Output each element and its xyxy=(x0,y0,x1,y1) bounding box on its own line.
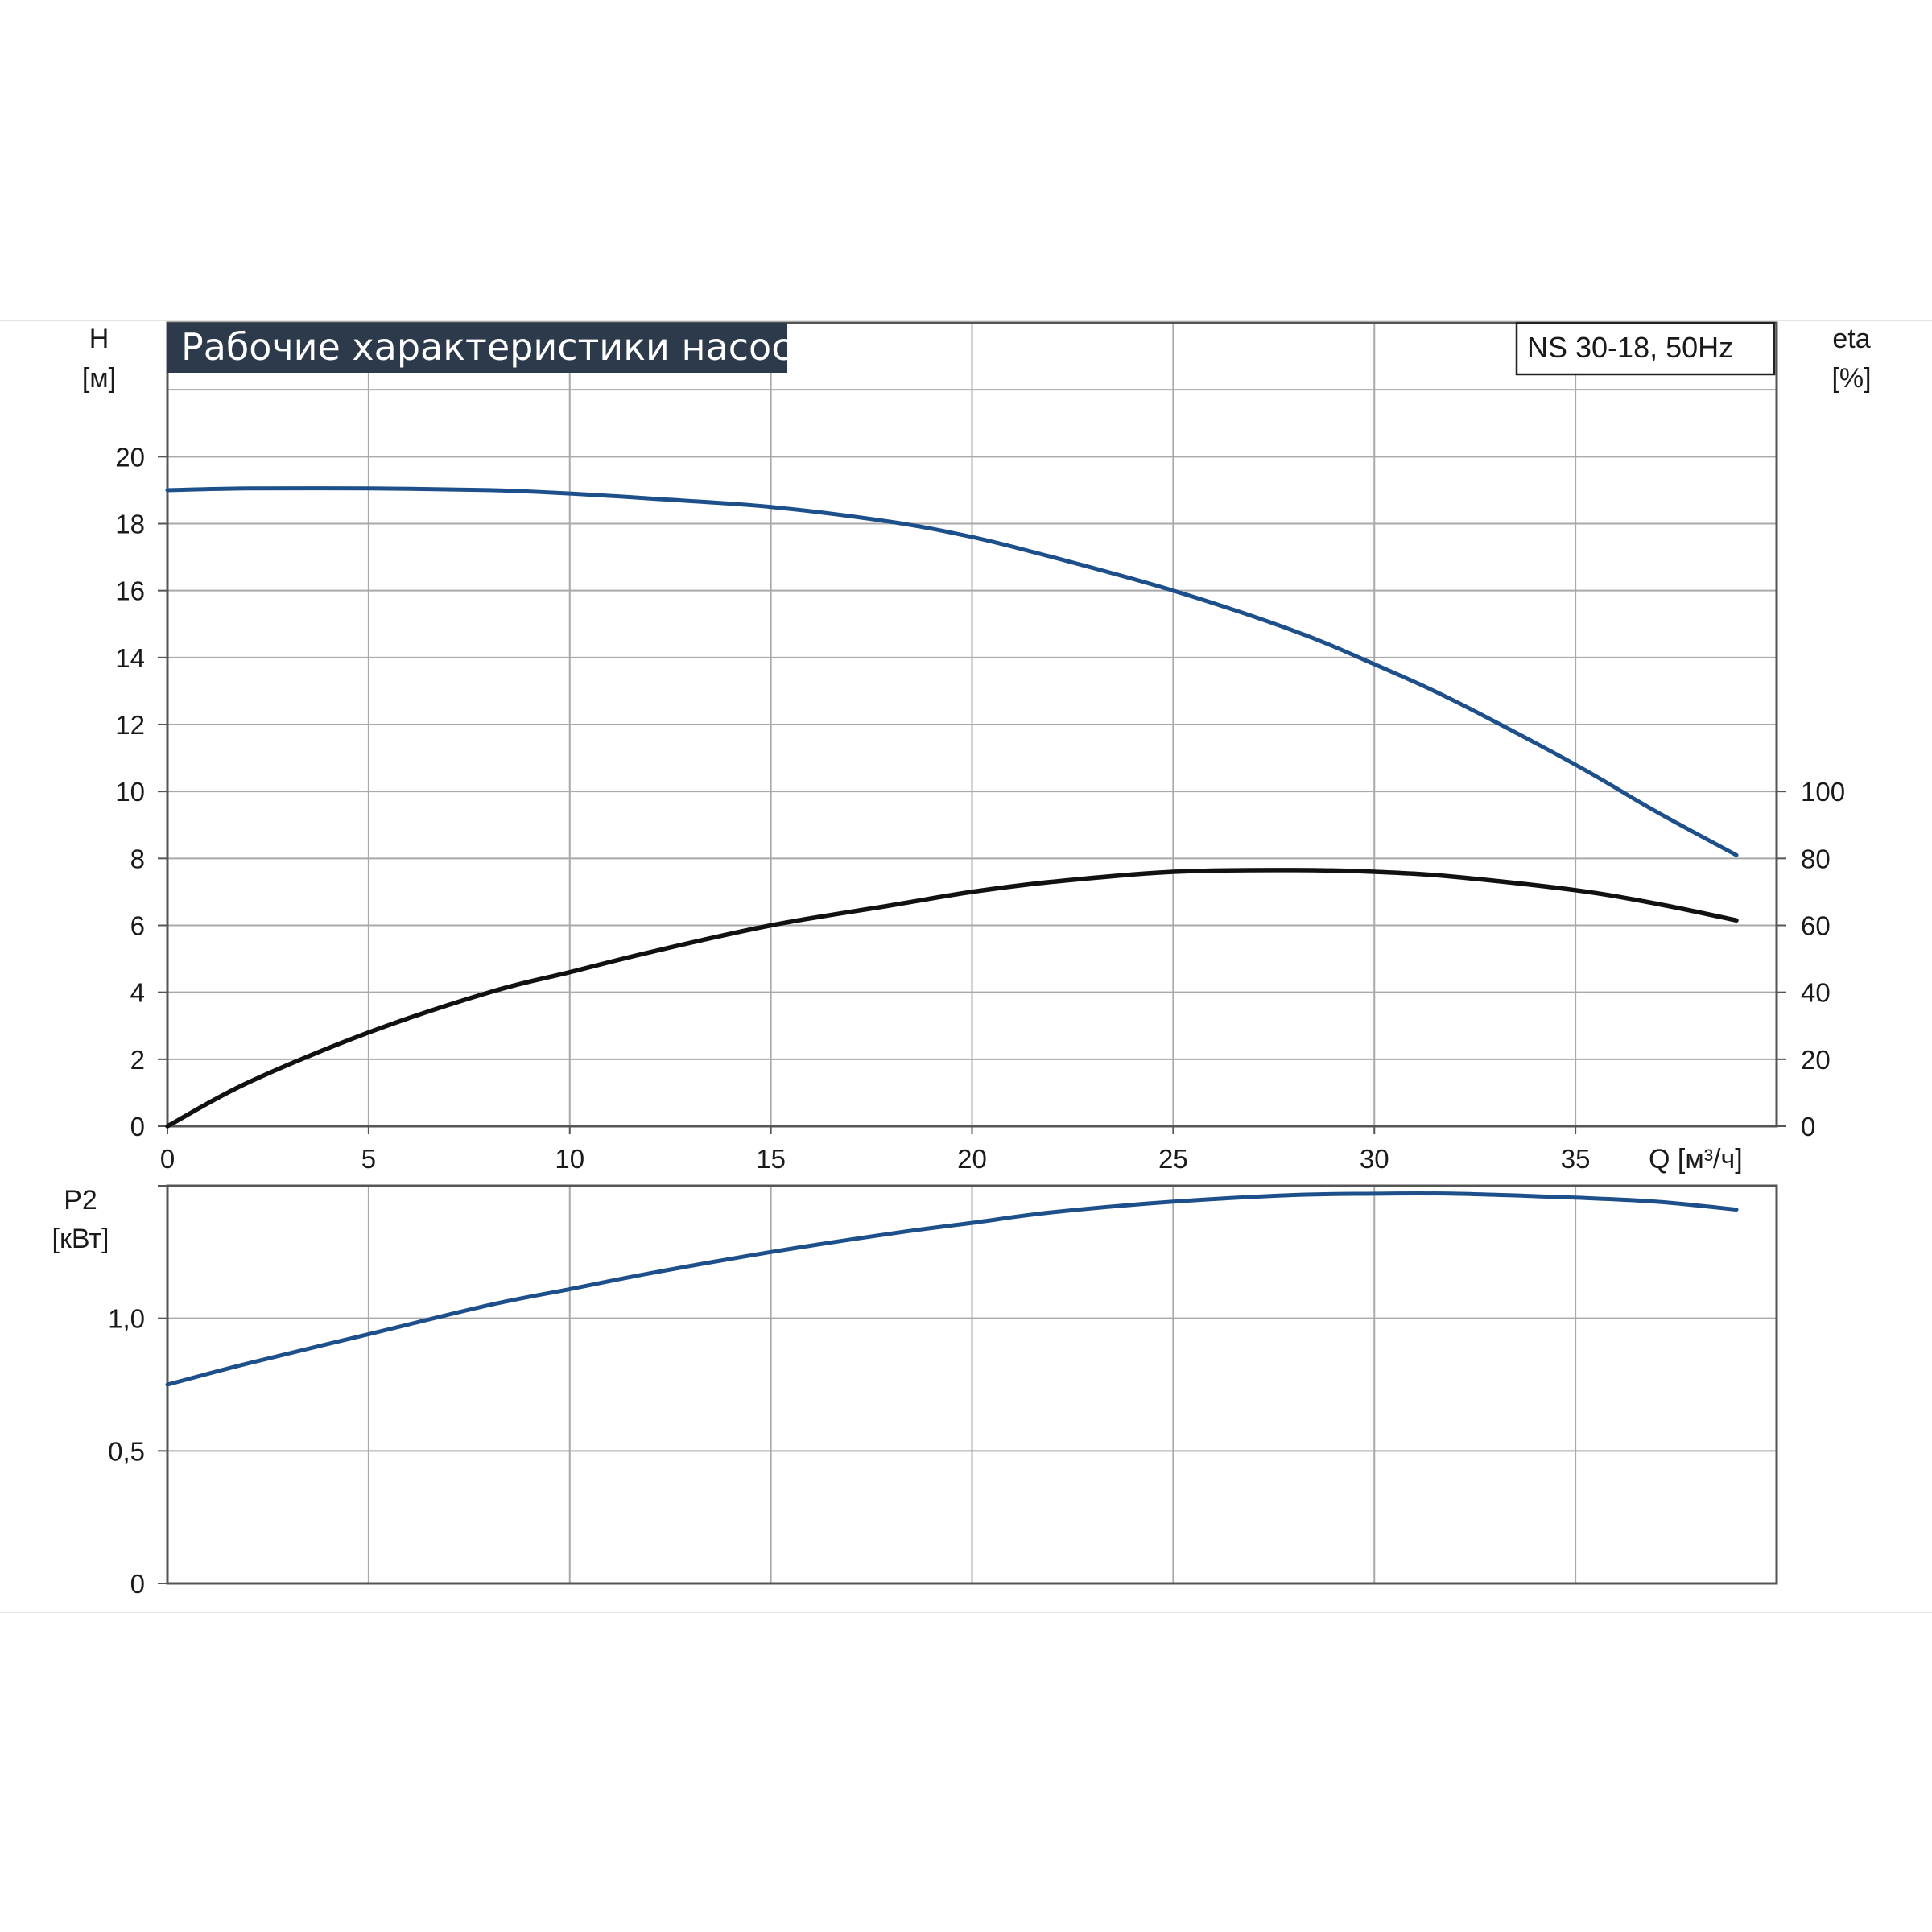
head-tick-label: 18 xyxy=(115,510,145,539)
flow-axis-label: Q [м³/ч] xyxy=(1649,1144,1743,1174)
head-tick-label: 0 xyxy=(130,1112,145,1141)
head-plot-ticks: 0 5 10 15 20 25 30 35 0 2 4 6 8 10 12 14 16 18 20 0 20 40 60 80… xyxy=(115,442,1845,1174)
efficiency-curve xyxy=(165,868,1739,1129)
curves xyxy=(165,486,1739,1387)
efficiency-tick-label: 20 xyxy=(1801,1045,1831,1075)
head-plot-grid xyxy=(167,322,1777,1126)
head-tick-label: 6 xyxy=(130,911,145,941)
x-tick-label: 0 xyxy=(160,1144,175,1174)
efficiency-tick-label: 40 xyxy=(1801,978,1831,1008)
head-axis-unit: [м] xyxy=(82,363,116,394)
chart-title: Рабочие характеристики насоса xyxy=(181,325,815,369)
model-label: NS 30-18, 50Hz xyxy=(1527,331,1733,364)
x-tick-label: 30 xyxy=(1360,1144,1389,1174)
head-tick-label: 16 xyxy=(115,576,145,606)
head-axis-label: H xyxy=(89,324,109,354)
power-axis-unit: [кВт] xyxy=(52,1224,109,1254)
head-tick-label: 8 xyxy=(130,844,145,873)
efficiency-tick-label: 60 xyxy=(1801,911,1831,941)
head-tick-label: 12 xyxy=(115,710,145,740)
head-curve xyxy=(165,486,1739,857)
efficiency-tick-label: 80 xyxy=(1801,844,1831,873)
power-tick-label: 0,5 xyxy=(108,1436,145,1466)
x-tick-label: 5 xyxy=(361,1144,376,1174)
x-tick-label: 20 xyxy=(957,1144,987,1174)
efficiency-tick-label: 0 xyxy=(1801,1112,1815,1141)
head-tick-label: 14 xyxy=(115,643,145,673)
head-tick-label: 10 xyxy=(115,777,145,807)
efficiency-axis-unit: [%] xyxy=(1831,363,1871,394)
x-tick-label: 15 xyxy=(756,1144,786,1174)
head-tick-label: 2 xyxy=(130,1045,145,1075)
power-tick-label: 0 xyxy=(130,1569,145,1599)
x-tick-label: 35 xyxy=(1561,1144,1591,1174)
model-box xyxy=(1515,321,1776,376)
head-tick-label: 20 xyxy=(115,442,145,472)
power-curve xyxy=(165,1191,1739,1387)
x-tick-label: 10 xyxy=(555,1144,584,1174)
power-plot-grid xyxy=(167,1185,1777,1583)
x-tick-label: 25 xyxy=(1158,1144,1188,1174)
chart-title-background xyxy=(167,323,787,373)
power-tick-label: 1,0 xyxy=(108,1304,145,1334)
power-plot-ticks: 0 0,5 1,0 xyxy=(108,1185,167,1599)
efficiency-axis-label: eta xyxy=(1832,324,1870,354)
head-tick-label: 4 xyxy=(130,978,145,1008)
efficiency-tick-label: 100 xyxy=(1801,777,1845,807)
power-axis-label: P2 xyxy=(64,1185,97,1216)
